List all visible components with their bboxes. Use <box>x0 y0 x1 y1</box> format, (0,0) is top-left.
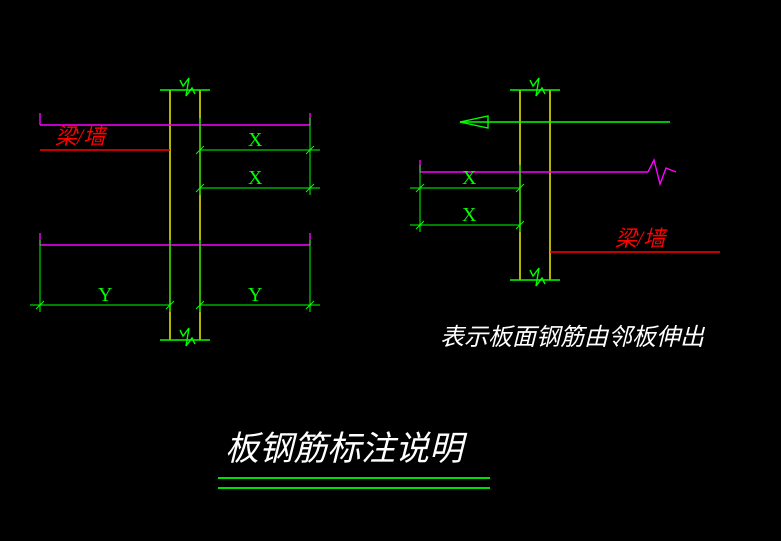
rebar-bot <box>40 233 310 245</box>
dim-x-label-r1: X <box>462 167 477 189</box>
dim-x-label-r2: X <box>462 204 477 226</box>
rebar-r <box>420 160 676 184</box>
break-mark-bot-r <box>530 268 545 286</box>
cad-diagram: 梁/墙 X X <box>0 0 781 541</box>
right-diagram: X X 梁/墙 表示板面钢筋由邻板伸出 <box>410 78 720 351</box>
dim-y-label-right: Y <box>248 284 262 306</box>
beam-wall-label-right: 梁/墙 <box>615 226 668 251</box>
caption-right: 表示板面钢筋由邻板伸出 <box>440 324 706 351</box>
dim-x-label-1: X <box>248 129 263 151</box>
dim-x-label-2: X <box>248 167 263 189</box>
title: 板钢筋标注说明 <box>225 431 468 468</box>
beam-wall-label-left: 梁/墙 <box>55 124 108 149</box>
break-mark-top-r <box>530 78 545 96</box>
left-diagram: 梁/墙 X X <box>30 78 320 346</box>
break-mark-top <box>180 78 195 96</box>
dim-y-group <box>30 240 320 312</box>
dim-y-label-left: Y <box>98 284 112 306</box>
break-mark-bot <box>180 328 195 346</box>
